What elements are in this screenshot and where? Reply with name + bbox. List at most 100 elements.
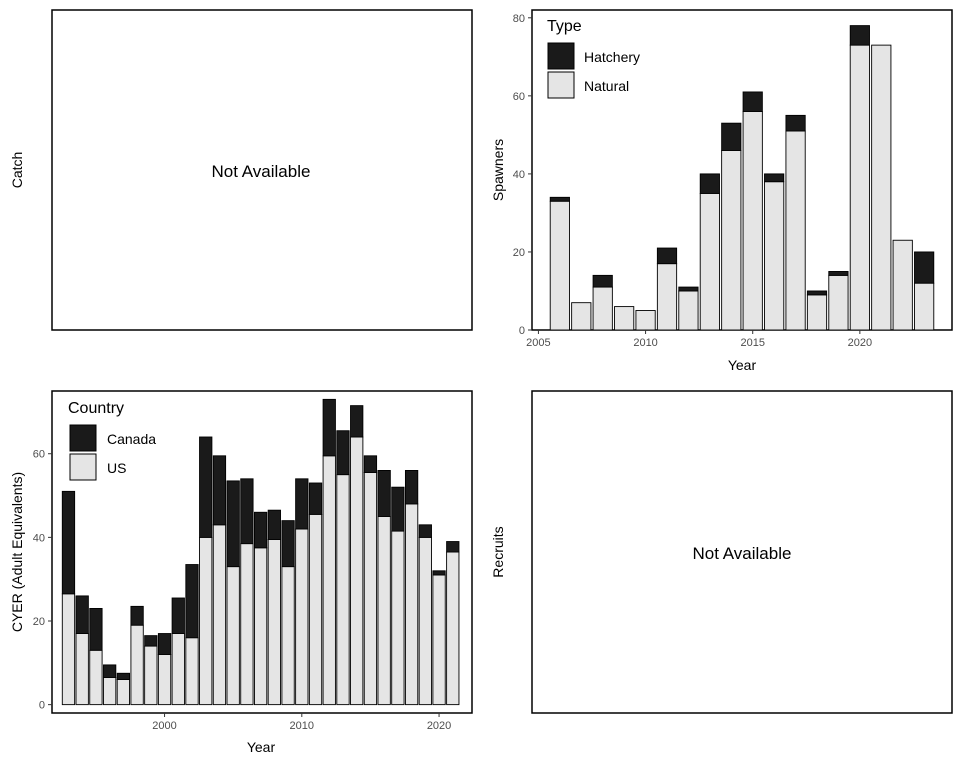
spawners-bar-natural-2015 [742, 111, 763, 331]
spawners-bar-hatchery-2012 [678, 286, 699, 292]
cyer-y-tick-label: 20 [33, 616, 45, 628]
cyer-bar-us-1994 [75, 633, 89, 706]
cyer-y-ticks: 0 20 40 60 [33, 449, 52, 712]
spawners-bar-natural-2006 [549, 200, 570, 331]
cyer-bar-canada-2010 [295, 478, 309, 530]
recruits-not-available-text: Not Available [693, 544, 792, 563]
cyer-y-tick-label: 40 [33, 532, 45, 544]
recruits-panel: Recruits Not Available [490, 390, 953, 714]
spawners-bar-hatchery-2023 [914, 251, 935, 284]
spawners-bar-natural-2008 [592, 286, 613, 331]
cyer-bar-us-1997 [116, 679, 130, 706]
cyer-legend-key-us [69, 453, 97, 481]
spawners-y-tick-label: 20 [513, 247, 525, 259]
spawners-legend: Type Hatchery Natural [547, 18, 640, 99]
cyer-bar-us-2020 [432, 574, 446, 706]
cyer-bar-canada-2016 [377, 470, 391, 517]
cyer-bar-us-2003 [199, 536, 213, 706]
cyer-bar-us-2021 [446, 551, 460, 706]
recruits-ylabel: Recruits [490, 526, 506, 577]
spawners-bar-natural-2014 [721, 150, 742, 331]
cyer-bar-us-2009 [281, 566, 295, 706]
spawners-legend-title: Type [547, 18, 582, 35]
cyer-legend-label-canada: Canada [107, 431, 156, 447]
catch-panel-border [51, 9, 473, 331]
cyer-bar-canada-2006 [240, 478, 254, 545]
cyer-x-tick-label: 2010 [290, 720, 314, 732]
cyer-bar-canada-2021 [446, 541, 460, 553]
cyer-bar-us-2005 [226, 566, 240, 706]
cyer-panel: 0 20 40 60 2000 2010 2020 CYER (Adult Equival… [9, 390, 473, 755]
cyer-bar-canada-2012 [322, 398, 336, 457]
cyer-bar-us-2019 [418, 536, 432, 706]
cyer-bar-canada-1998 [130, 605, 144, 626]
catch-panel: Catch Not Available [9, 9, 473, 331]
cyer-bar-us-2008 [267, 539, 281, 706]
cyer-legend-key-canada [69, 424, 97, 452]
cyer-bar-canada-2008 [267, 509, 281, 540]
cyer-legend: Country Canada US [68, 400, 156, 481]
spawners-bar-natural-2016 [764, 181, 785, 331]
cyer-ylabel: CYER (Adult Equivalents) [9, 472, 25, 632]
spawners-bar-natural-2019 [828, 274, 849, 331]
spawners-bar-natural-2018 [806, 294, 828, 331]
cyer-y-tick-label: 60 [33, 449, 45, 461]
cyer-bar-canada-2003 [199, 436, 213, 538]
cyer-bar-canada-2000 [157, 633, 172, 655]
cyer-bar-us-2016 [377, 516, 391, 706]
cyer-bar-us-2012 [322, 455, 336, 706]
cyer-bar-us-1998 [130, 624, 144, 706]
cyer-bar-us-2004 [212, 524, 227, 706]
cyer-y-tick-label: 0 [39, 700, 45, 712]
cyer-bar-us-1995 [89, 649, 103, 706]
spawners-bar-hatchery-2017 [785, 114, 806, 132]
spawners-ylabel: Spawners [490, 139, 506, 201]
cyer-bar-us-1999 [144, 645, 158, 706]
spawners-bar-natural-2022 [892, 239, 913, 331]
spawners-bar-hatchery-2020 [849, 25, 870, 46]
cyer-bar-canada-2018 [404, 470, 419, 505]
cyer-bar-canada-2011 [308, 482, 323, 515]
cyer-bar-us-2000 [157, 654, 172, 706]
cyer-bar-us-2011 [308, 513, 323, 706]
cyer-bar-canada-2020 [432, 570, 446, 576]
cyer-bar-us-2010 [295, 528, 309, 706]
cyer-bar-canada-1999 [144, 635, 158, 647]
spawners-bar-natural-2020 [849, 44, 870, 331]
cyer-xlabel: Year [247, 739, 276, 755]
spawners-bar-natural-2011 [656, 263, 678, 331]
spawners-bar-natural-2017 [785, 130, 806, 331]
cyer-bar-canada-1994 [75, 595, 89, 634]
spawners-x-tick-label: 2010 [633, 337, 657, 349]
cyer-bar-us-2017 [391, 530, 405, 706]
spawners-bar-hatchery-2008 [592, 274, 613, 288]
spawners-y-tick-label: 0 [519, 325, 525, 337]
spawners-xlabel: Year [728, 357, 757, 373]
cyer-bar-us-2007 [254, 547, 268, 706]
cyer-bar-us-1996 [103, 677, 117, 706]
cyer-bar-canada-2013 [336, 430, 350, 476]
cyer-bar-us-2015 [363, 472, 378, 706]
spawners-bar-hatchery-2013 [699, 173, 720, 194]
spawners-bar-natural-2009 [614, 306, 635, 331]
spawners-bar-hatchery-2011 [656, 247, 678, 265]
cyer-bar-canada-2015 [363, 455, 378, 473]
cyer-bar-canada-2009 [281, 520, 295, 568]
cyer-bar-us-2006 [240, 543, 254, 706]
spawners-bar-hatchery-2006 [549, 196, 570, 202]
spawners-bar-natural-2023 [914, 282, 935, 331]
spawners-bar-hatchery-2019 [828, 271, 849, 276]
spawners-legend-key-hatchery [547, 42, 575, 70]
cyer-x-tick-label: 2020 [427, 720, 451, 732]
cyer-legend-label-us: US [107, 460, 126, 476]
cyer-bar-canada-1995 [89, 608, 103, 651]
spawners-bar-natural-2012 [678, 290, 699, 331]
cyer-bar-canada-2007 [254, 511, 268, 549]
spawners-bar-natural-2021 [871, 44, 892, 331]
spawners-x-tick-label: 2005 [526, 337, 550, 349]
cyer-bar-canada-2001 [171, 597, 185, 634]
spawners-bar-natural-2013 [699, 192, 720, 331]
spawners-x-ticks: 2005 2010 2015 2020 [526, 330, 872, 349]
cyer-bar-us-2014 [350, 436, 364, 706]
